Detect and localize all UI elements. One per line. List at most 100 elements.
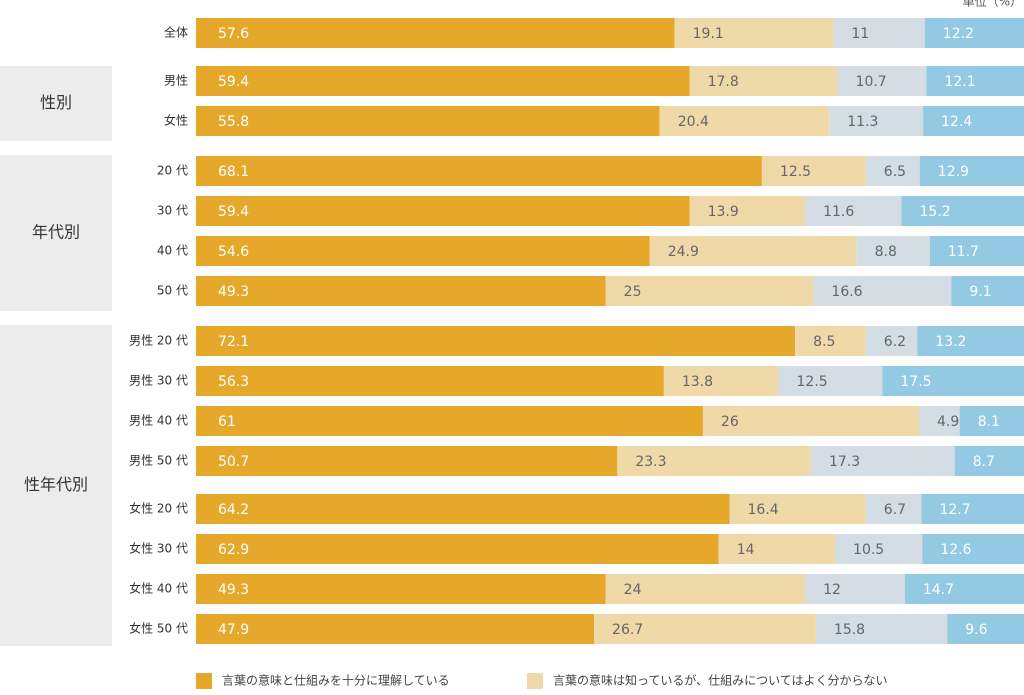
value-label: 26 (721, 414, 739, 430)
value-label: 17.8 (708, 74, 739, 90)
value-label: 15.2 (920, 204, 951, 220)
bar-segment (959, 406, 1024, 436)
value-label: 10.7 (856, 74, 887, 90)
value-label: 49.3 (218, 284, 249, 300)
group-label: 年代別 (32, 223, 80, 242)
category-label: 男性 20 代 (129, 334, 188, 348)
value-label: 6.2 (884, 334, 906, 350)
bar-segment (649, 236, 857, 266)
legend-swatch (527, 673, 543, 689)
bar-segment (196, 574, 606, 604)
bar-segment (924, 18, 1024, 48)
value-label: 72.1 (218, 334, 249, 350)
value-label: 54.6 (218, 244, 249, 260)
value-label: 12.6 (940, 542, 971, 558)
category-label: 男性 40 代 (129, 414, 188, 428)
value-label: 12.7 (939, 502, 970, 518)
value-label: 6.5 (884, 164, 906, 180)
bar-segment (835, 534, 923, 564)
value-label: 26.7 (612, 622, 643, 638)
bar-segment (196, 106, 660, 136)
value-label: 13.8 (682, 374, 713, 390)
value-label: 12.9 (938, 164, 969, 180)
bar-segment (605, 276, 814, 306)
group-label: 性年代別 (24, 475, 88, 494)
value-label: 20.4 (678, 114, 709, 130)
value-label: 12.5 (797, 374, 828, 390)
bar-segment (865, 156, 920, 186)
bar-segment (856, 236, 930, 266)
value-label: 25 (624, 284, 642, 300)
value-label: 17.5 (900, 374, 931, 390)
bar-segment (865, 494, 922, 524)
bar-segment (901, 196, 1024, 226)
group-box (0, 155, 112, 311)
value-label: 11 (851, 26, 869, 42)
bar-segment (882, 366, 1024, 396)
value-label: 12.1 (944, 74, 975, 90)
category-label: 50 代 (157, 284, 188, 298)
value-label: 23.3 (635, 454, 666, 470)
bar-segment (196, 66, 690, 96)
bar-segment (947, 614, 1024, 644)
bar-segment (196, 196, 690, 226)
bar-segment (761, 156, 866, 186)
category-label: 男性 (164, 74, 188, 88)
value-label: 8.7 (973, 454, 995, 470)
bar-segment (921, 494, 1024, 524)
group-box (0, 66, 112, 141)
value-label: 8.5 (813, 334, 835, 350)
bar-segment (729, 494, 866, 524)
value-label: 14 (737, 542, 755, 558)
bar-segment (904, 574, 1024, 604)
bar-segment (196, 326, 796, 356)
value-label: 16.6 (831, 284, 862, 300)
bar-segment (718, 534, 836, 564)
value-label: 59.4 (218, 204, 249, 220)
bar-segment (951, 276, 1024, 306)
bar-segment (829, 106, 924, 136)
group-label: 性別 (40, 93, 72, 112)
category-label: 女性 50 代 (129, 621, 188, 636)
category-label: 30 代 (157, 204, 188, 218)
value-label: 13.2 (935, 334, 966, 350)
value-label: 12.5 (780, 164, 811, 180)
bar-segment (196, 156, 762, 186)
bar-segment (196, 276, 606, 306)
bar-segment (196, 534, 719, 564)
bar-segment (778, 366, 883, 396)
value-label: 50.7 (218, 454, 249, 470)
group-box (0, 325, 112, 646)
bar-segment (922, 534, 1024, 564)
bar-segment (196, 406, 703, 436)
bar-segment (813, 276, 952, 306)
value-label: 15.8 (834, 622, 865, 638)
bar-segment (663, 366, 779, 396)
value-label: 8.1 (978, 414, 1000, 430)
value-label: 56.3 (218, 374, 249, 390)
value-label: 12.2 (943, 26, 974, 42)
bar-segment (196, 236, 650, 266)
bar-segment (919, 156, 1024, 186)
value-label: 11.7 (948, 244, 979, 260)
value-label: 61 (218, 414, 236, 430)
bar-segment (923, 106, 1024, 136)
value-label: 16.4 (748, 502, 779, 518)
value-label: 24 (624, 582, 642, 598)
value-label: 10.5 (853, 542, 884, 558)
bar-segment (926, 66, 1024, 96)
category-label: 女性 20 代 (129, 501, 188, 516)
bar-segment (196, 366, 664, 396)
value-label: 62.9 (218, 542, 249, 558)
bar-segment (702, 406, 919, 436)
category-label: 男性 30 代 (129, 374, 188, 388)
value-label: 14.7 (923, 582, 954, 598)
category-label: 20 代 (157, 164, 188, 178)
bar-segment (954, 446, 1024, 476)
bar-segment (689, 66, 838, 96)
bar-segment (918, 406, 960, 436)
value-label: 11.3 (847, 114, 878, 130)
legend-swatch (196, 673, 212, 689)
bar-segment (917, 326, 1024, 356)
